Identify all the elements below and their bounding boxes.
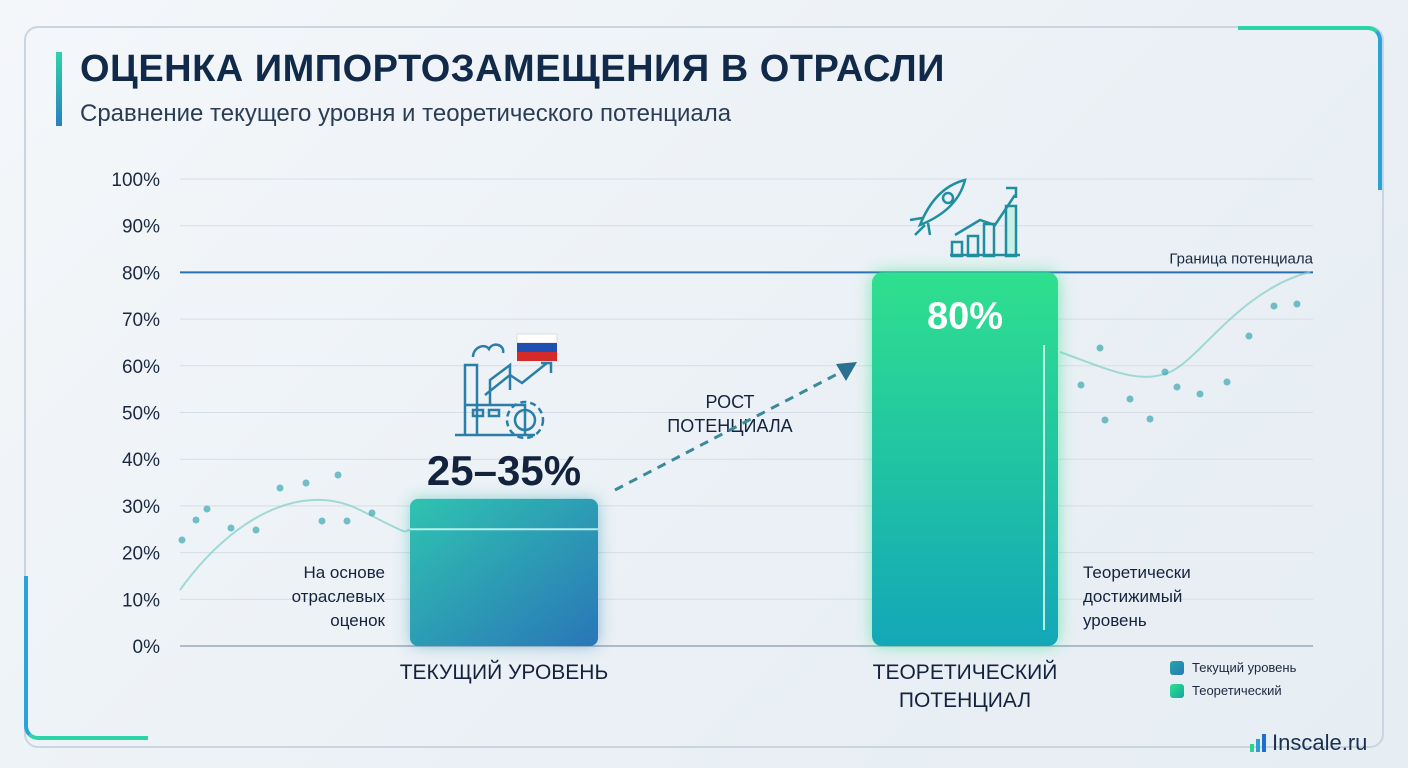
- data-label-theoretical: 80%: [927, 295, 1003, 337]
- annotation-left: оценок: [330, 611, 385, 630]
- legend-label: Текущий уровень: [1192, 660, 1297, 675]
- arrow-label: ПОТЕНЦИАЛА: [667, 416, 792, 436]
- rocket-growth-icon: [909, 178, 1020, 258]
- annotation-right: Теоретически: [1083, 563, 1191, 582]
- y-tick-label: 30%: [122, 497, 160, 518]
- reference-line-label: Граница потенциала: [1169, 250, 1313, 267]
- page-subtitle: Сравнение текущего уровня и теоретическо…: [80, 100, 732, 127]
- annotation-right: достижимый: [1083, 587, 1182, 606]
- scatter-dot: [227, 524, 235, 532]
- legend-swatch: [1170, 660, 1184, 675]
- y-tick-label: 90%: [122, 217, 160, 238]
- flag-icon: [517, 343, 557, 352]
- y-tick-label: 10%: [122, 590, 160, 611]
- bar-theoretical: [872, 272, 1058, 646]
- corner-accent: [24, 576, 148, 740]
- scatter-dot: [1293, 300, 1301, 308]
- scatter-dot: [1196, 390, 1204, 398]
- y-tick-label: 40%: [122, 450, 160, 471]
- scatter-dot: [1173, 383, 1181, 391]
- growth-arrow: [614, 368, 846, 492]
- y-tick-label: 70%: [122, 310, 160, 331]
- trend-curve: [179, 499, 411, 591]
- scatter-dot: [302, 479, 310, 487]
- data-label-current: 25–35%: [427, 447, 581, 494]
- scatter-dot: [1101, 416, 1109, 424]
- scatter-dot: [368, 509, 376, 517]
- scatter-dot: [334, 471, 342, 479]
- y-tick-label: 50%: [122, 404, 160, 425]
- x-category-label: ТЕОРЕТИЧЕСКИЙ: [873, 660, 1058, 684]
- scatter-dot: [1223, 378, 1231, 386]
- x-category-label: ПОТЕНЦИАЛ: [899, 689, 1031, 712]
- scatter-dot: [252, 526, 260, 534]
- page-title: ОЦЕНКА ИМПОРТОЗАМЕЩЕНИЯ В ОТРАСЛИ: [80, 48, 945, 90]
- y-tick-label: 0%: [133, 637, 161, 658]
- scatter-dot: [1270, 302, 1278, 310]
- scatter-dot: [1096, 344, 1104, 352]
- flag-icon: [516, 333, 558, 344]
- y-tick-label: 60%: [122, 357, 160, 378]
- bar-chart-icon: [1250, 734, 1266, 752]
- scatter-dot: [1161, 368, 1169, 376]
- annotation-left: отраслевых: [292, 587, 386, 606]
- scatter-dot: [318, 517, 326, 525]
- legend-swatch: [1170, 683, 1184, 698]
- y-tick-label: 100%: [111, 170, 160, 191]
- legend-label: Теоретический: [1192, 683, 1282, 698]
- annotation-left: На основе: [303, 563, 385, 582]
- brand-name: Inscale.ru: [1272, 730, 1368, 755]
- scatter-dot: [192, 516, 200, 524]
- scatter-dot: [343, 517, 351, 525]
- brand-logo: Inscale.ru: [1250, 730, 1367, 756]
- legend: Текущий уровень Теоретический: [1170, 660, 1296, 706]
- scatter-dot: [1245, 332, 1253, 340]
- scatter-dot: [276, 484, 284, 492]
- arrow-label: РОСТ: [705, 392, 754, 412]
- arrow-head-icon: [836, 362, 857, 381]
- scatter-dot: [1077, 381, 1085, 389]
- scatter-dot: [178, 536, 186, 544]
- corner-accent: [1238, 26, 1382, 190]
- scatter-dot: [203, 505, 211, 513]
- scatter-dot: [1126, 395, 1134, 403]
- annotation-right: уровень: [1083, 611, 1147, 630]
- legend-item-current: Текущий уровень: [1170, 660, 1296, 675]
- title-accent-bar: [56, 52, 62, 126]
- trend-curve: [1059, 271, 1311, 378]
- y-tick-label: 80%: [122, 263, 160, 284]
- scatter-dot: [1146, 415, 1154, 423]
- flag-icon: [517, 352, 557, 361]
- y-tick-label: 20%: [122, 544, 160, 565]
- bar-current: [410, 498, 598, 646]
- x-category-label: ТЕКУЩИЙ УРОВЕНЬ: [400, 660, 609, 684]
- legend-item-theoretical: Теоретический: [1170, 683, 1296, 698]
- factory-icon: [455, 343, 553, 440]
